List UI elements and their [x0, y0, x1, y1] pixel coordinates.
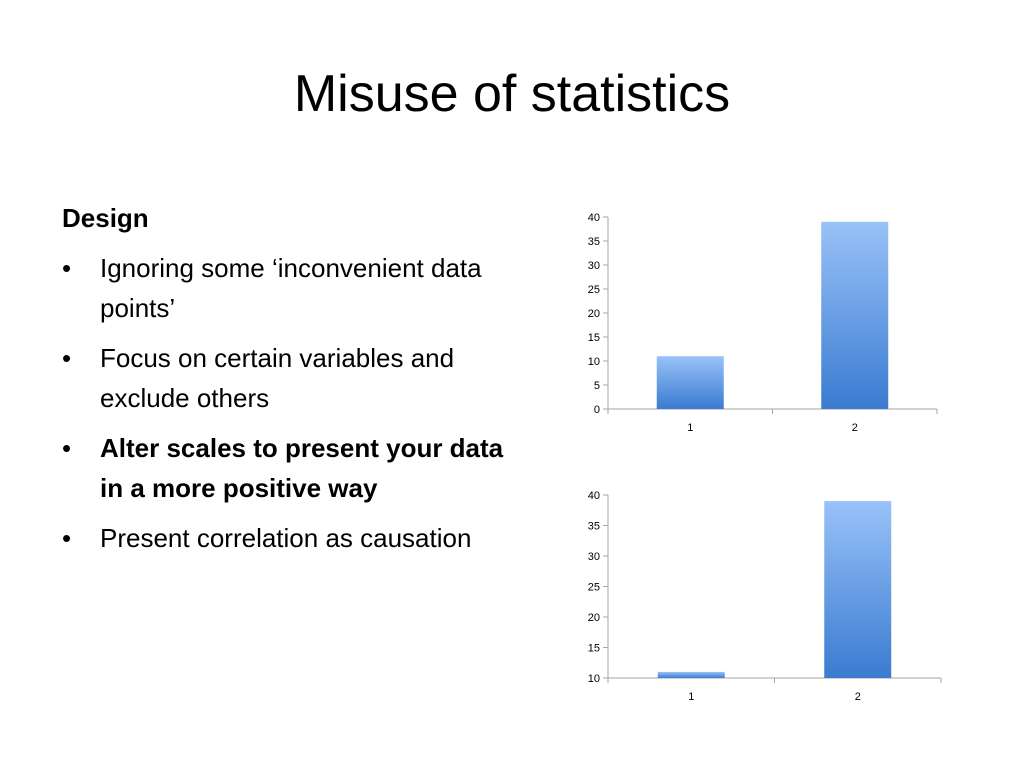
y-tick-label: 15 — [588, 332, 600, 344]
y-tick-label: 40 — [588, 490, 600, 502]
y-tick-label: 0 — [594, 404, 600, 416]
y-tick-label: 15 — [588, 643, 600, 655]
bullet-text: Present correlation as causation — [100, 523, 472, 553]
body-text: Design • Ignoring some ‘inconvenient dat… — [62, 200, 512, 568]
y-tick-label: 20 — [588, 612, 600, 624]
y-tick-label: 25 — [588, 582, 600, 594]
y-tick-label: 30 — [588, 260, 600, 272]
bullet-item: • Focus on certain variables and exclude… — [62, 338, 512, 418]
slide-title: Misuse of statistics — [293, 65, 731, 123]
y-tick-label: 10 — [588, 356, 600, 368]
y-tick-label: 40 — [588, 212, 600, 224]
bullet-item: • Ignoring some ‘inconvenient data point… — [62, 248, 512, 328]
bullet-text: Alter scales to present your data in a m… — [100, 433, 504, 503]
bullet-text: Focus on certain variables and exclude o… — [100, 343, 455, 413]
bullet-list: • Ignoring some ‘inconvenient data point… — [62, 248, 512, 558]
x-tick-label: 1 — [688, 691, 694, 703]
y-tick-label: 35 — [588, 521, 600, 533]
bar-chart-zero-baseline: 0 5 10 15 20 25 30 35 40 1 2 — [588, 212, 938, 434]
bullet-item: • Present correlation as causation — [62, 518, 512, 558]
bullet-item: • Alter scales to present your data in a… — [62, 428, 512, 508]
bullet-dot: • — [62, 523, 72, 553]
bar — [656, 356, 724, 409]
bullet-dot: • — [62, 253, 72, 283]
bar-chart-truncated-axis: 10 15 20 25 30 35 40 1 2 — [588, 490, 942, 703]
x-tick-label: 2 — [855, 691, 861, 703]
y-tick-label: 5 — [594, 380, 600, 392]
bar — [824, 501, 892, 678]
bar — [657, 671, 725, 678]
x-tick-label: 2 — [852, 422, 858, 434]
y-tick-label: 30 — [588, 551, 600, 563]
bullet-dot: • — [62, 343, 72, 373]
bullet-dot: • — [62, 433, 72, 463]
y-tick-label: 20 — [588, 308, 600, 320]
y-tick-label: 10 — [588, 673, 600, 685]
x-tick-label: 1 — [687, 422, 693, 434]
bar — [821, 221, 889, 409]
bullet-text: Ignoring some ‘inconvenient data points’ — [100, 253, 482, 323]
section-heading: Design — [62, 203, 149, 233]
y-tick-label: 35 — [588, 236, 600, 248]
y-tick-label: 25 — [588, 284, 600, 296]
